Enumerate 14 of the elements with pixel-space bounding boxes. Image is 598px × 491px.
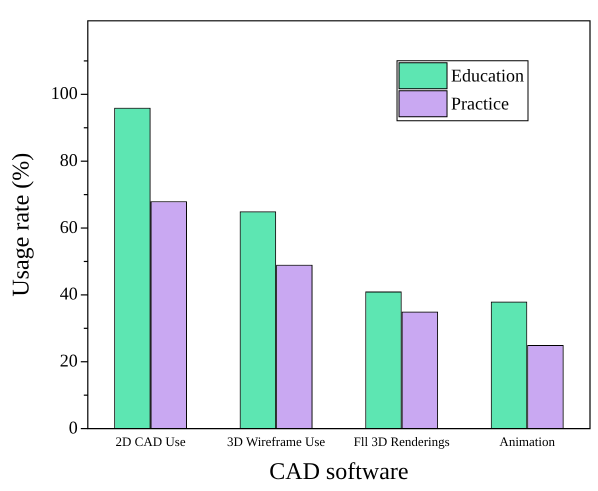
y-tick-label: 20 [60, 350, 78, 370]
x-tick-label: 3D Wireframe Use [227, 434, 326, 449]
y-axis-title: Usage rate (%) [8, 152, 35, 297]
x-tick-label: Fll 3D Renderings [354, 434, 450, 449]
legend-label: Practice [451, 94, 509, 114]
y-tick-label: 60 [60, 216, 78, 237]
x-axis-title: CAD software [269, 458, 409, 485]
x-tick-label: 2D CAD Use [116, 434, 186, 449]
y-tick-label: 0 [68, 417, 78, 438]
y-tick-label: 80 [60, 150, 78, 170]
x-tick-label: Animation [499, 434, 556, 449]
y-tick-label: 40 [60, 284, 78, 304]
y-tick-label: 100 [50, 83, 78, 104]
legend-label: Education [451, 66, 524, 86]
